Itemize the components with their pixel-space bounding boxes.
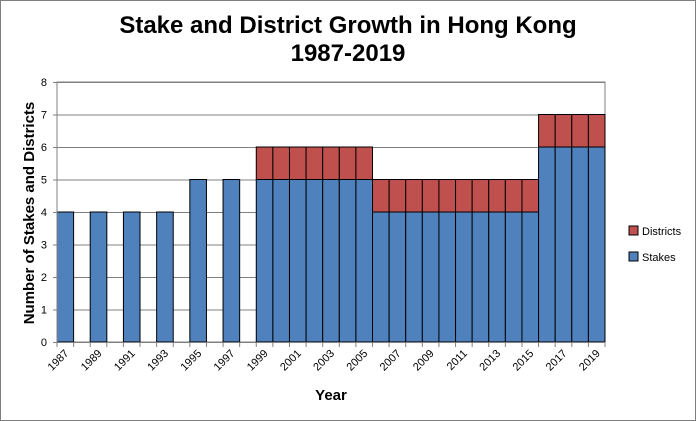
bar-stakes-1993 <box>156 211 174 343</box>
bar-stakes-1995 <box>189 179 207 343</box>
bar-stakes-1989 <box>89 211 108 343</box>
x-tick-label: 2003 <box>311 348 337 374</box>
chart-subtitle: 1987-2019 <box>290 40 406 67</box>
bar-stakes-1999 <box>255 179 274 343</box>
bars <box>56 114 606 343</box>
bar-stakes-2011 <box>455 211 473 343</box>
y-tick-label: 2 <box>41 272 47 284</box>
x-tick-label: 1997 <box>212 348 238 374</box>
bar-districts-2009 <box>421 179 440 213</box>
bar-districts-2004 <box>338 146 357 180</box>
x-tick-label: 2017 <box>544 348 570 374</box>
bar-districts-1999 <box>255 146 274 180</box>
bar-districts-2018 <box>571 114 589 148</box>
bar-stakes-1997 <box>222 179 241 343</box>
x-tick-label: 1999 <box>245 348 271 374</box>
x-tick-label: 2009 <box>411 348 437 374</box>
bar-districts-2014 <box>504 179 523 213</box>
x-tick-label: 2019 <box>577 348 603 374</box>
x-tick-labels: 1987 1989 1991 1993 1995 1997 1999 2001 2003 2005… <box>46 348 603 374</box>
x-tick-label: 2011 <box>445 348 470 373</box>
y-tick-label: 7 <box>41 110 47 122</box>
x-tick-label: 2013 <box>477 348 503 374</box>
y-tick-label: 8 <box>41 77 47 89</box>
bar-stakes-2012 <box>471 211 490 343</box>
x-axis-title: Year <box>315 387 347 404</box>
x-tick-label: 1987 <box>46 348 72 374</box>
x-tick-label: 1993 <box>145 348 171 374</box>
bar-districts-2003 <box>322 146 340 180</box>
bar-stakes-2005 <box>355 179 374 343</box>
y-tick-label: 0 <box>41 337 47 349</box>
bar-stakes-2000 <box>272 179 290 343</box>
y-tick-label: 6 <box>41 142 47 154</box>
bar-districts-2013 <box>488 179 506 213</box>
bar-stakes-2018 <box>571 146 589 343</box>
y-tick-labels: 0 1 2 3 4 5 6 7 8 <box>41 77 47 349</box>
bar-districts-2015 <box>521 179 540 213</box>
bar-stakes-2004 <box>338 179 357 343</box>
legend-label-stakes: Stakes <box>642 252 676 264</box>
y-tick-label: 1 <box>41 305 47 317</box>
bar-stakes-2008 <box>405 211 423 343</box>
bar-districts-2016 <box>538 114 556 148</box>
bar-stakes-2010 <box>438 211 457 343</box>
x-tick-label: 2015 <box>511 348 537 374</box>
x-tick-label: 2001 <box>278 348 304 374</box>
bar-districts-2007 <box>388 179 407 213</box>
bar-districts-2017 <box>554 114 573 148</box>
bar-stakes-2014 <box>504 211 523 343</box>
bar-stakes-2002 <box>305 179 324 343</box>
chart-title: Stake and District Growth in Hong Kong <box>119 12 577 39</box>
y-tick-label: 4 <box>41 207 47 219</box>
x-tick-label: 1991 <box>112 348 138 374</box>
bar-stakes-1991 <box>122 211 141 343</box>
bar-stakes-2016 <box>538 146 556 343</box>
bar-districts-2005 <box>355 146 374 180</box>
x-tick-label: 2005 <box>345 348 371 374</box>
bar-stakes-2017 <box>554 146 573 343</box>
bar-districts-2000 <box>272 146 290 180</box>
x-tick-label: 2007 <box>378 348 404 374</box>
bar-stakes-2006 <box>372 211 390 343</box>
bar-stakes-2007 <box>388 211 407 343</box>
bar-districts-2008 <box>405 179 423 213</box>
bar-stakes-2009 <box>421 211 440 343</box>
bar-stakes-2015 <box>521 211 540 343</box>
x-tick-label: 1995 <box>178 348 204 374</box>
bar-districts-2006 <box>372 179 390 213</box>
bar-stakes-2013 <box>488 211 506 343</box>
bar-stakes-2003 <box>322 179 340 343</box>
legend-label-districts: Districts <box>642 226 682 238</box>
bar-stakes-2001 <box>288 179 307 343</box>
bar-districts-2012 <box>471 179 490 213</box>
bar-districts-2011 <box>455 179 473 213</box>
y-tick-label: 3 <box>41 240 47 252</box>
axes <box>53 82 606 347</box>
bar-stakes-1987 <box>56 211 75 343</box>
bar-districts-2002 <box>305 146 324 180</box>
bar-districts-2010 <box>438 179 457 213</box>
x-tick-label: 1989 <box>79 348 105 374</box>
legend-swatch-districts <box>628 225 639 236</box>
y-tick-label: 5 <box>41 175 47 187</box>
bar-districts-2019 <box>587 114 606 148</box>
y-axis-title: Number of Stakes and Districts <box>21 102 38 325</box>
legend: Districts Stakes <box>628 225 682 264</box>
legend-swatch-stakes <box>628 251 639 262</box>
bar-stakes-2019 <box>587 146 606 343</box>
bar-districts-2001 <box>288 146 307 180</box>
